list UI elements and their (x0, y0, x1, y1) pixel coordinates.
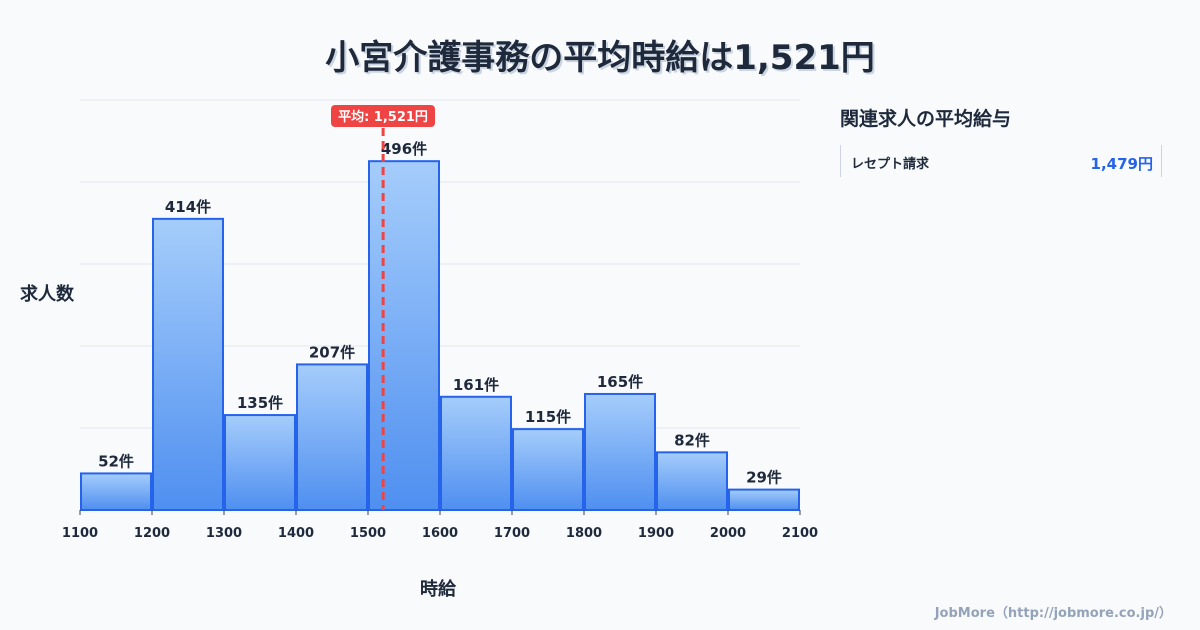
histogram-bar (152, 217, 224, 511)
x-axis-label: 時給 (420, 579, 456, 600)
bar-value-label: 165件 (597, 373, 643, 391)
mean-label: 平均: 1,521円 (338, 109, 428, 125)
related-salary-item: レセプト請求 1,479円 (840, 145, 1162, 177)
histogram-bar (368, 160, 440, 511)
histogram-bar (656, 451, 728, 512)
histogram-bar (224, 414, 296, 511)
x-tick-label: 2000 (710, 526, 746, 541)
bar-value-label: 82件 (674, 431, 710, 449)
related-job-name: レセプト請求 (851, 157, 930, 172)
x-tick-label: 1100 (62, 526, 98, 541)
histogram-bar (296, 363, 368, 511)
histogram-chart: 52件 414件 135件 207件 496件 161件 115件 165件 82件 29件 110… (62, 99, 818, 541)
bar-value-label: 52件 (98, 452, 134, 470)
x-tick-label: 1800 (566, 526, 602, 541)
x-tick-label: 1900 (638, 526, 674, 541)
bar-value-label: 29件 (746, 469, 782, 487)
histogram-bar (728, 488, 800, 512)
related-job-salary: 1,479円 (1090, 155, 1153, 173)
page-title: 小宮介護事務の平均時給は1,521円 (325, 38, 875, 78)
histogram-bar (440, 395, 512, 511)
histogram-bar (584, 392, 656, 511)
bar-value-label: 414件 (165, 198, 211, 216)
x-tick-label: 1300 (206, 526, 242, 541)
x-tick-label: 2100 (782, 526, 818, 541)
bar-value-label: 115件 (525, 408, 571, 426)
x-tick-label: 1200 (134, 526, 170, 541)
x-tick-label: 1700 (494, 526, 530, 541)
bar-value-label: 207件 (309, 343, 355, 361)
x-tick-label: 1400 (278, 526, 314, 541)
x-tick-label: 1600 (422, 526, 458, 541)
x-tick-label: 1500 (350, 526, 386, 541)
related-salary-title: 関連求人の平均給与 (840, 108, 1012, 130)
histogram-bar (80, 472, 152, 512)
credit: JobMore（http://jobmore.co.jp/） (934, 606, 1172, 621)
y-axis-label: 求人数 (20, 284, 74, 305)
histogram-bar (512, 428, 584, 511)
bar-value-label: 135件 (237, 394, 283, 412)
bar-value-label: 496件 (381, 140, 427, 158)
bar-value-label: 161件 (453, 376, 499, 394)
mean-badge (331, 105, 435, 127)
